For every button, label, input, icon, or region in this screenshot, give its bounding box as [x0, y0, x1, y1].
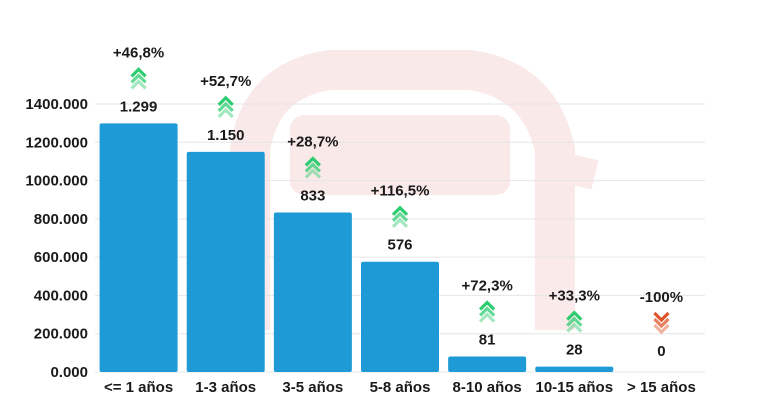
x-tick-label: 1-3 años: [195, 379, 256, 396]
change-label: +72,3%: [461, 277, 512, 294]
chevron: [566, 310, 583, 321]
change-label: +28,7%: [287, 134, 338, 151]
arrow-up-icon: [566, 310, 583, 333]
chevron: [479, 312, 496, 323]
y-tick-label: 600.000: [34, 249, 88, 266]
bar: [186, 151, 265, 372]
chevron: [130, 79, 147, 90]
data-label: 28: [566, 342, 583, 359]
chevron: [391, 211, 409, 222]
chevron: [653, 311, 670, 323]
bar: [535, 366, 614, 372]
chevron: [217, 95, 234, 106]
chevron: [653, 323, 670, 335]
bar: [273, 212, 352, 372]
bar: [448, 356, 527, 372]
chevron: [391, 217, 409, 228]
x-tick-label: 5-8 años: [370, 379, 431, 396]
y-tick-label: 1000.000: [25, 173, 88, 190]
arrow-down-icon: [653, 311, 670, 335]
chevron: [391, 205, 409, 216]
chevron: [130, 67, 147, 78]
chevron: [217, 107, 234, 118]
change-label: -100%: [640, 289, 683, 306]
x-tick-label: 8-10 años: [453, 379, 522, 396]
chevron: [304, 168, 321, 179]
data-label: 833: [300, 188, 325, 205]
change-label: +52,7%: [200, 73, 251, 90]
y-tick-label: 200.000: [34, 326, 88, 343]
y-tick-label: 800.000: [34, 211, 88, 228]
data-label: 1.299: [120, 98, 158, 115]
chevron: [653, 317, 670, 329]
data-label: 1.150: [207, 127, 245, 144]
data-label: 81: [479, 331, 496, 348]
arrow-up-icon: [130, 67, 147, 90]
y-tick-label: 1200.000: [25, 134, 88, 151]
y-tick-label: 400.000: [34, 287, 88, 304]
y-tick-label: 1400.000: [25, 96, 88, 113]
chevron: [479, 306, 496, 317]
change-label: +46,8%: [113, 44, 164, 61]
chevron: [217, 101, 234, 112]
chevron: [479, 300, 496, 311]
chevron: [130, 73, 147, 84]
x-tick-label: 10-15 años: [536, 379, 614, 396]
arrow-up-icon: [304, 156, 321, 179]
change-label: +33,3%: [549, 288, 600, 305]
x-tick-label: 3-5 años: [282, 379, 343, 396]
arrow-up-icon: [391, 205, 409, 228]
chevron: [304, 156, 321, 167]
data-label: 0: [657, 343, 665, 360]
x-tick-label: <= 1 años: [104, 379, 173, 396]
chevron: [566, 322, 583, 333]
y-tick-label: 0.000: [50, 364, 88, 381]
arrow-up-icon: [217, 95, 234, 118]
data-label: 576: [387, 237, 412, 254]
x-tick-label: > 15 años: [627, 379, 696, 396]
chevron: [566, 316, 583, 327]
bar: [99, 123, 178, 372]
chevron: [304, 162, 321, 173]
arrow-up-icon: [479, 300, 496, 323]
bar: [361, 261, 439, 372]
change-label: +116,5%: [371, 183, 430, 200]
